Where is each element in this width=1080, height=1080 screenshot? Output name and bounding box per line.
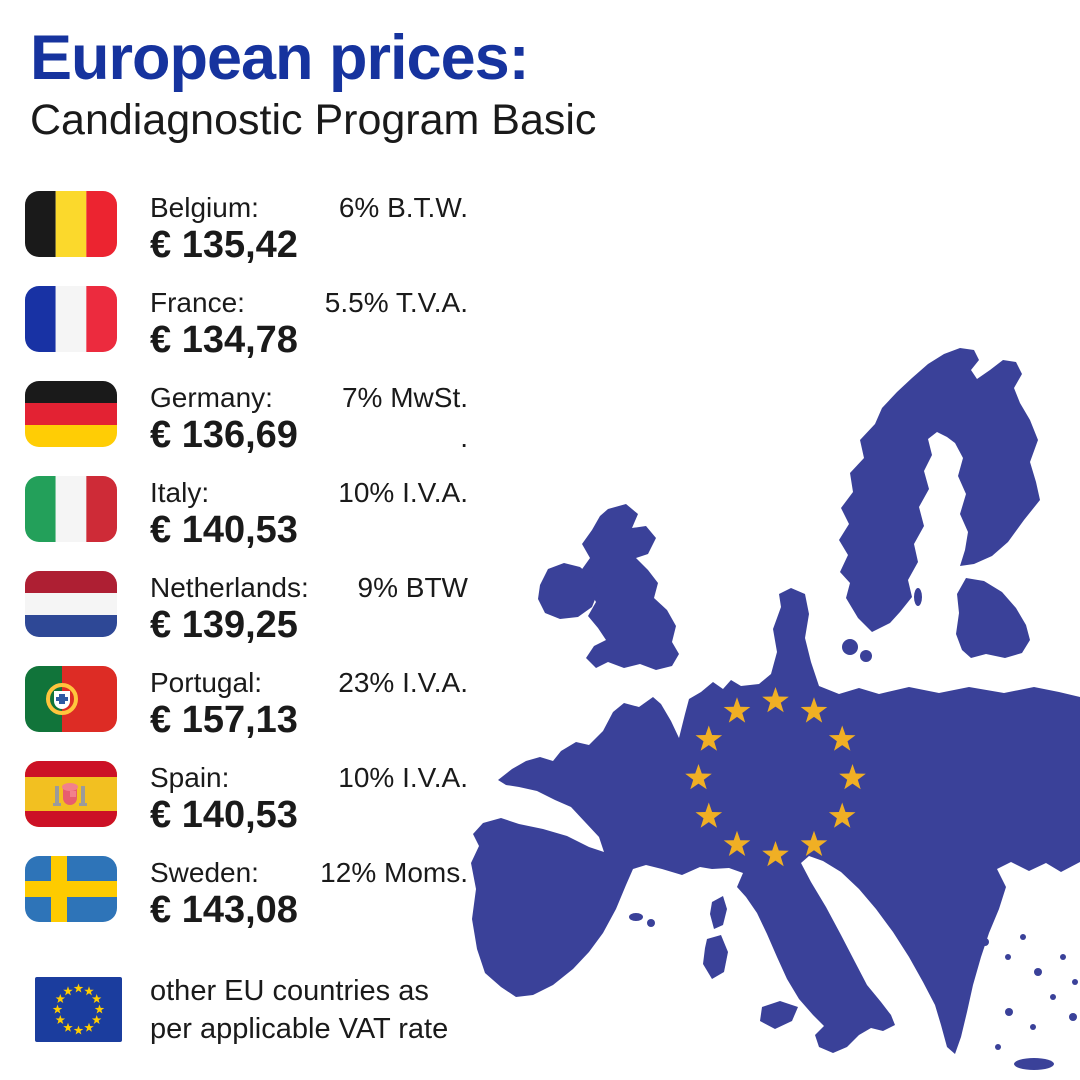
country-name: France:	[150, 287, 245, 318]
eu-vat-note-line1: other EU countries as	[150, 975, 429, 1007]
europe-map-silhouette	[471, 348, 1080, 1070]
price: € 140,53	[150, 794, 298, 836]
price: € 136,69	[150, 414, 298, 456]
country-name: Italy:	[150, 477, 210, 508]
vat-rate: 7% MwSt.	[341, 382, 468, 413]
country-row-italy: Italy: 10% I.V.A. € 140,53	[25, 476, 468, 551]
price: € 157,13	[150, 699, 298, 741]
country-name: Spain:	[150, 762, 230, 793]
vat-rate-cont: .	[460, 422, 468, 453]
vat-rate: 12% Moms.	[320, 857, 468, 888]
country-name: Netherlands:	[150, 572, 309, 603]
header: European prices: Candiagnostic Program B…	[30, 22, 596, 146]
spain-flag-icon	[25, 761, 117, 827]
country-info: Italy: 10% I.V.A. € 140,53	[150, 476, 468, 551]
country-info: Netherlands: 9% BTW € 139,25	[150, 571, 468, 646]
price: € 140,53	[150, 509, 298, 551]
italy-flag-icon	[25, 476, 117, 542]
price: € 134,78	[150, 319, 298, 361]
vat-rate: 5.5% T.V.A.	[324, 287, 468, 318]
country-row-portugal: Portugal: 23% I.V.A. € 157,13	[25, 666, 468, 741]
page-title: European prices:	[30, 23, 530, 93]
country-row-sweden: Sweden: 12% Moms. € 143,08	[25, 856, 468, 931]
page-subtitle: Candiagnostic Program Basic	[30, 96, 597, 144]
country-row-belgium: Belgium: 6% B.T.W. € 135,42	[25, 191, 468, 266]
vat-rate: 10% I.V.A.	[338, 477, 468, 508]
eu-stars-ring	[685, 687, 866, 867]
country-row-spain: Spain: 10% I.V.A. € 140,53	[25, 761, 468, 836]
country-info: Spain: 10% I.V.A. € 140,53	[150, 761, 468, 836]
country-info: Germany: 7% MwSt. € 136,69 .	[150, 381, 468, 459]
country-info: Sweden: 12% Moms. € 143,08	[150, 856, 468, 931]
country-info: Portugal: 23% I.V.A. € 157,13	[150, 666, 468, 741]
vat-rate: 23% I.V.A.	[338, 667, 468, 698]
europe-map	[471, 348, 1080, 1070]
vat-rate: 6% B.T.W.	[338, 192, 468, 223]
country-info: Belgium: 6% B.T.W. € 135,42	[150, 191, 468, 266]
sweden-flag-icon	[25, 856, 117, 922]
country-name: Germany:	[150, 382, 273, 413]
france-flag-icon	[25, 286, 117, 352]
netherlands-flag-icon	[25, 571, 117, 637]
country-row-germany: Germany: 7% MwSt. € 136,69 .	[25, 381, 468, 459]
country-name: Sweden:	[150, 857, 259, 888]
price: € 139,25	[150, 604, 298, 646]
eu-vat-note-line2: per applicable VAT rate	[150, 1013, 449, 1045]
country-name: Portugal:	[150, 667, 263, 698]
price: € 135,42	[150, 224, 298, 266]
eu-vat-note: other EU countries as per applicable VAT…	[150, 972, 448, 1048]
portugal-flag-icon	[25, 666, 117, 732]
country-info: France: 5.5% T.V.A. € 134,78	[150, 286, 468, 361]
country-row-france: France: 5.5% T.V.A. € 134,78	[25, 286, 468, 361]
country-name: Belgium:	[150, 192, 259, 223]
price: € 143,08	[150, 889, 298, 931]
vat-rate: 10% I.V.A.	[338, 762, 468, 793]
germany-flag-icon	[25, 381, 117, 447]
belgium-flag-icon	[25, 191, 117, 257]
country-row-netherlands: Netherlands: 9% BTW € 139,25	[25, 571, 468, 646]
eu-flag-icon	[35, 977, 122, 1042]
vat-rate: 9% BTW	[357, 572, 468, 603]
